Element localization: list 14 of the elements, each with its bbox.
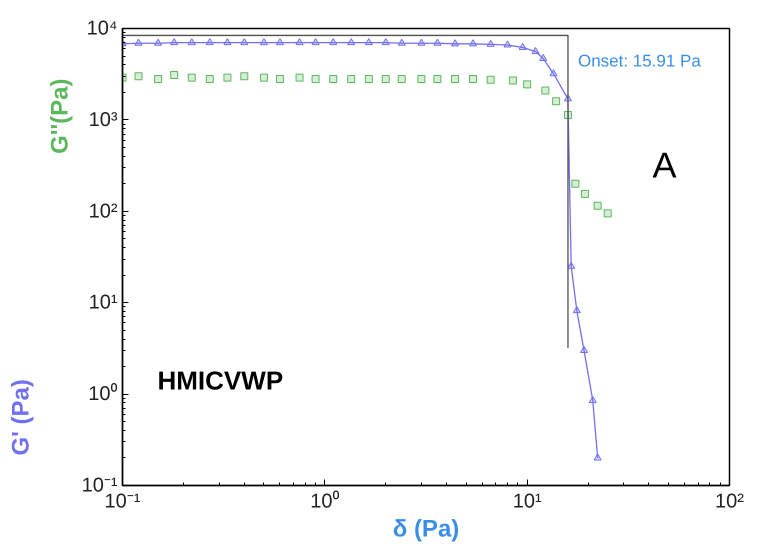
y-tick-label: 10¹ (88, 292, 118, 314)
y-tick-label: 10² (88, 200, 118, 222)
x-tick-label: 10¹ (512, 490, 542, 512)
annotation: HMICVWP (158, 366, 284, 396)
x-axis-title: δ (Pa) (392, 516, 460, 542)
y-tick-label: 10³ (88, 108, 118, 131)
text: G' (Pa) (8, 379, 34, 456)
y-tick-label: 10⁰ (88, 382, 118, 406)
x-tick-label: 10⁰ (310, 490, 340, 512)
x-tick-label: 10² (715, 490, 744, 512)
y-tick-label: 10⁴ (86, 18, 118, 40)
text: G''(Pa) (46, 78, 74, 154)
annotation: Onset: 15.91 Pa (578, 51, 702, 70)
annotation: A (652, 144, 677, 186)
